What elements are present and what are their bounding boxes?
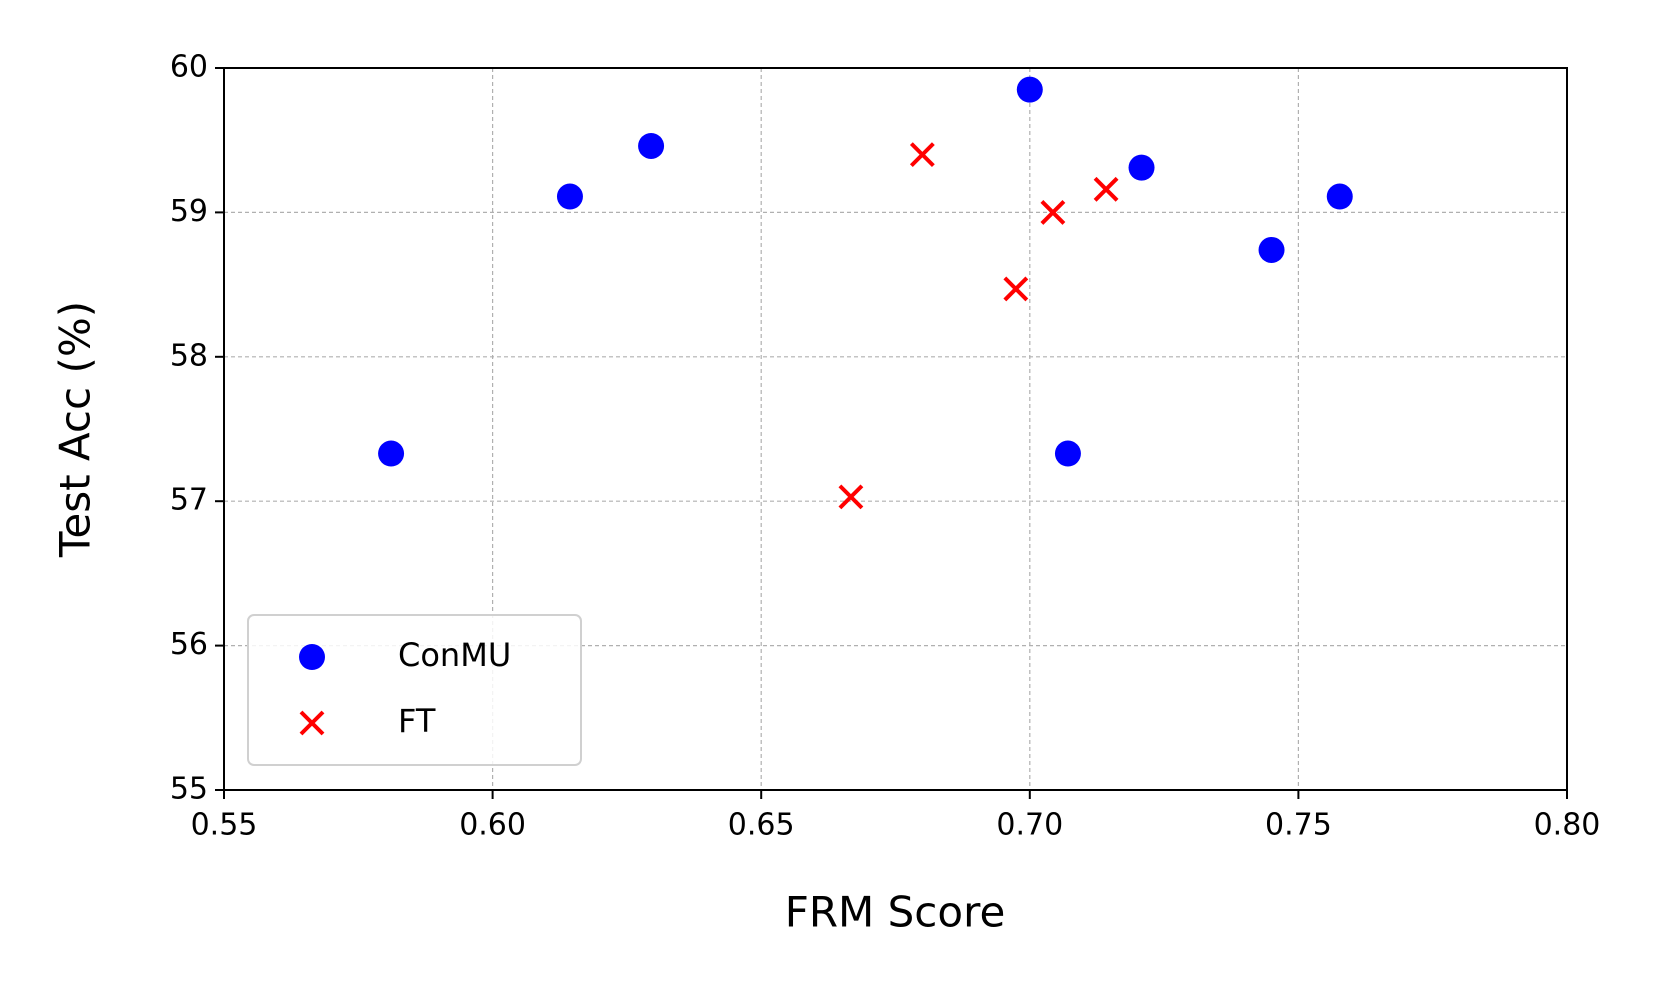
x-marker xyxy=(909,142,935,168)
point xyxy=(1128,154,1155,181)
y-tick-label: 55 xyxy=(170,772,208,807)
legend-box xyxy=(247,614,582,766)
x-tick-label: 0.80 xyxy=(1534,808,1601,843)
x-tick-label: 0.55 xyxy=(191,808,258,843)
legend: ConMU FT xyxy=(247,614,582,766)
x-marker xyxy=(299,710,325,736)
point xyxy=(1016,76,1043,103)
point xyxy=(1258,236,1285,263)
point xyxy=(638,132,665,159)
x-tick-label: 0.60 xyxy=(459,808,526,843)
point xyxy=(378,440,405,467)
legend-label: FT xyxy=(398,702,436,740)
y-tick-label: 56 xyxy=(170,627,208,662)
x-tick-label: 0.70 xyxy=(996,808,1063,843)
point xyxy=(1326,183,1353,210)
y-tick-label: 60 xyxy=(170,50,208,85)
x-tick-label: 0.65 xyxy=(728,808,795,843)
legend-label: ConMU xyxy=(398,636,511,674)
plot-frame xyxy=(223,67,1568,791)
x-marker xyxy=(838,484,864,510)
y-tick-label: 59 xyxy=(170,194,208,229)
x-tick-label: 0.75 xyxy=(1265,808,1332,843)
point xyxy=(299,644,325,670)
point xyxy=(1054,440,1081,467)
y-axis-label: Test Acc (%) xyxy=(51,301,100,558)
y-tick-label: 57 xyxy=(170,483,208,518)
x-marker xyxy=(1040,199,1066,225)
x-marker xyxy=(1003,276,1029,302)
y-tick-label: 58 xyxy=(170,338,208,373)
point xyxy=(556,183,583,210)
x-axis-label: FRM Score xyxy=(785,888,1006,937)
x-marker xyxy=(1093,176,1119,202)
